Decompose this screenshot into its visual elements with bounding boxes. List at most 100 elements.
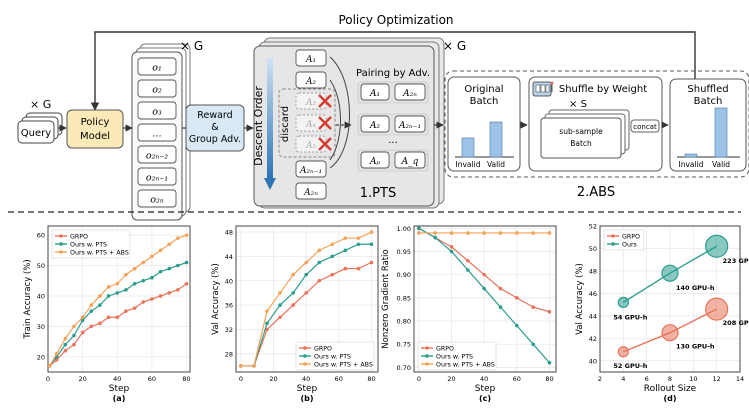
- x-axis-label: Step: [109, 384, 130, 394]
- y-tick-label: 0.80: [397, 318, 411, 326]
- series-point: [89, 324, 94, 329]
- x-tick-label: 20: [269, 375, 277, 383]
- concat-badge: [630, 119, 660, 133]
- output-item: [137, 79, 177, 98]
- x-axis-label: Step: [297, 384, 318, 394]
- series-point: [167, 242, 172, 247]
- legend-marker: [611, 234, 615, 238]
- y-tick-label: 42: [589, 335, 597, 343]
- series-point: [466, 268, 470, 272]
- chart-0: 0 20 40 60 80 20 30 40 50 60 Step Train Accuracy (%…: [23, 225, 191, 403]
- pair-right-label: A_q: [401, 157, 419, 167]
- series-point: [547, 360, 552, 365]
- series-point: [482, 231, 486, 235]
- series-point: [369, 230, 374, 234]
- series-point: [433, 235, 438, 240]
- y-tick-label: 40: [225, 277, 233, 285]
- ranked-item: [295, 49, 327, 67]
- series-point: [89, 303, 94, 307]
- legend-label: Ours w. PTS + ABS: [436, 361, 495, 368]
- legend-marker: [303, 362, 307, 366]
- y-tick-label: 46: [589, 290, 597, 298]
- original-invalid-bar: [461, 137, 475, 158]
- data-label: 140 GPU-h: [676, 284, 715, 292]
- pair-right-box: [394, 151, 426, 169]
- series-point: [531, 231, 535, 235]
- series-point: [158, 248, 163, 253]
- series-point: [141, 278, 146, 283]
- y-tick-label: 50: [589, 245, 597, 253]
- x-tick-label: 60: [335, 375, 343, 383]
- series-point: [278, 291, 282, 295]
- series-point: [265, 327, 269, 332]
- series-point: [115, 281, 120, 286]
- series-point: [515, 231, 519, 235]
- series-point: [482, 286, 486, 291]
- pair-right-label: A₂ₙ: [402, 89, 417, 99]
- slot-machine-icon: [532, 81, 554, 97]
- series-point: [330, 242, 335, 247]
- x-tick-label: 60: [513, 375, 521, 383]
- series-point: [184, 281, 189, 286]
- original-valid-bar: [489, 121, 503, 158]
- series-point: [278, 315, 282, 320]
- scatter-point: [705, 234, 729, 258]
- output-item: [137, 189, 177, 208]
- series-point: [343, 236, 348, 240]
- series-point: [317, 260, 322, 265]
- discard-x-icon: [318, 94, 332, 108]
- y-tick-label: 40: [589, 357, 597, 365]
- panel-label: (c): [479, 394, 491, 403]
- series-point: [115, 291, 120, 295]
- series-point: [356, 266, 361, 271]
- chart-2: 0 20 40 60 80 0.70 0.75 0.80 0.85 0.90 0.95 1.00 Ste…: [381, 225, 557, 403]
- series-point: [132, 266, 137, 271]
- x-tick-label: 80: [545, 375, 553, 383]
- series-point: [330, 272, 335, 277]
- x-tick-label: 80: [367, 375, 375, 383]
- ranked-label: A₃: [305, 98, 316, 108]
- x-tick-label: 60: [148, 375, 156, 383]
- policy-optimization-title: Policy Optimization: [338, 13, 453, 27]
- output-item: [137, 57, 177, 76]
- ranked-label: A₄: [305, 120, 316, 130]
- x-tick-label: 4: [621, 375, 625, 383]
- series-point: [63, 348, 68, 353]
- output-label: o₂ₙ₋₂: [146, 151, 168, 162]
- y-tick-label: 32: [225, 326, 233, 334]
- series-point: [498, 305, 503, 309]
- ranked-label: A₁: [305, 55, 316, 65]
- legend-label: Ours w. PTS: [70, 241, 107, 248]
- series-point: [265, 321, 269, 326]
- series-point: [317, 248, 322, 253]
- pair-left-label: A₁: [369, 89, 380, 99]
- shuffled-invalid-label: Invalid: [679, 160, 704, 169]
- ranked-label: A₂ₙ: [303, 188, 318, 198]
- scatter-point: [617, 296, 629, 308]
- legend-marker: [425, 354, 429, 358]
- series-point: [449, 249, 454, 254]
- legend-marker: [425, 362, 429, 366]
- xg-left-label: × G: [30, 98, 51, 111]
- series-point: [132, 281, 137, 286]
- series-point: [124, 272, 128, 277]
- series-point: [291, 272, 295, 277]
- discard-label: discard: [280, 106, 291, 142]
- abs-region: [444, 70, 749, 178]
- series-point: [106, 315, 111, 320]
- data-label: 130 GPU-h: [676, 343, 715, 351]
- x-tick-label: 20: [447, 375, 455, 383]
- legend-marker: [303, 346, 307, 350]
- outputs-list: o₁ o₂ o₃... o₂ₙ₋₂ o₂ₙ₋₁ o₂ₙ: [137, 57, 177, 208]
- descent-order-arrowhead: [264, 178, 276, 190]
- xs-label: × S: [569, 99, 587, 110]
- data-label: 208 GPU-h: [723, 319, 749, 327]
- ranked-item: [295, 71, 327, 89]
- series-point: [124, 288, 128, 292]
- series-point: [278, 303, 282, 307]
- series-point: [98, 294, 102, 298]
- series-point: [80, 318, 85, 323]
- subsample-line2: Batch: [570, 139, 592, 148]
